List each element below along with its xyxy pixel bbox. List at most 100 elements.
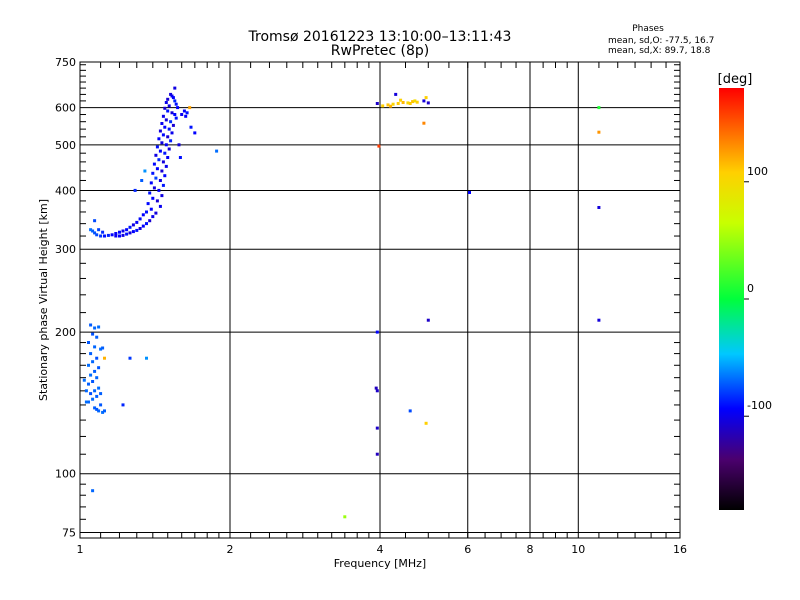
data-point (170, 131, 174, 135)
data-point (401, 101, 405, 104)
data-point (145, 222, 148, 226)
data-point (148, 219, 152, 223)
x-tick-label: 6 (464, 543, 471, 556)
data-point (413, 99, 417, 103)
data-point (91, 397, 95, 401)
data-point (154, 176, 158, 180)
y-tick-label: 300 (55, 243, 76, 256)
data-point (160, 141, 164, 145)
data-point (597, 106, 601, 110)
data-point (161, 133, 165, 137)
data-point (93, 219, 97, 223)
grid-lines (80, 62, 680, 538)
data-point (164, 118, 168, 122)
data-point (87, 341, 90, 344)
data-point (95, 376, 99, 380)
data-point (386, 103, 390, 107)
data-point (177, 143, 181, 147)
data-point (135, 220, 139, 224)
data-point (171, 96, 175, 100)
data-point (173, 113, 177, 116)
data-point (152, 162, 156, 166)
data-point (163, 174, 167, 178)
data-point (174, 102, 178, 106)
colorbar-ticks: 100 0 -100 (744, 165, 772, 417)
x-tick-label: 1 (77, 543, 84, 556)
data-point (103, 356, 106, 360)
data-point (110, 233, 114, 237)
data-point (145, 356, 148, 360)
colorbar-unit-label: [deg] (718, 72, 753, 87)
data-point (140, 179, 144, 182)
data-point (128, 356, 132, 360)
data-point (97, 409, 101, 413)
data-point (135, 228, 139, 232)
data-point (95, 394, 99, 398)
data-point (101, 346, 105, 350)
data-point (157, 137, 161, 141)
x-tick-label: 4 (377, 543, 384, 556)
data-point (97, 386, 101, 390)
data-point (468, 191, 471, 194)
data-point (103, 409, 106, 413)
data-point (95, 407, 99, 411)
data-point (101, 230, 105, 234)
data-point (138, 217, 142, 221)
colorbar-tick-label: -100 (747, 399, 772, 412)
data-point (91, 360, 95, 364)
plot-frame (79, 61, 681, 539)
data-point (91, 332, 95, 336)
data-point (426, 318, 430, 322)
data-point (178, 156, 182, 159)
data-point (166, 97, 170, 101)
data-point (89, 392, 93, 396)
data-point (93, 231, 97, 235)
data-point (158, 179, 162, 182)
x-tick-label: 10 (571, 543, 585, 556)
data-point (141, 224, 145, 228)
data-point (87, 382, 90, 386)
y-tick-label: 500 (55, 139, 76, 152)
data-point (143, 169, 147, 173)
data-point (99, 234, 103, 238)
data-point (184, 114, 188, 118)
data-point (131, 230, 135, 234)
data-point (158, 149, 162, 153)
data-point (158, 204, 162, 208)
data-point (422, 99, 426, 103)
data-point (131, 223, 135, 227)
data-point (151, 171, 155, 175)
x-tick-label: 8 (527, 543, 534, 556)
data-point (125, 232, 129, 236)
data-point (87, 363, 90, 367)
data-point (169, 139, 173, 143)
data-point (91, 229, 95, 233)
data-point (154, 211, 158, 215)
data-point (151, 196, 155, 200)
data-point (161, 160, 165, 164)
data-point (103, 234, 106, 238)
data-point (93, 406, 97, 410)
data-points (82, 86, 601, 519)
phases-o-stats: mean, sd,O: -77.5, 16.7 (608, 36, 714, 46)
data-point (394, 92, 398, 96)
minor-ticks (80, 62, 680, 538)
y-tick-label: 100 (55, 468, 76, 481)
data-point (82, 378, 86, 382)
data-point (163, 151, 167, 155)
data-point (118, 230, 121, 234)
data-point (193, 131, 197, 135)
colorbar-tick-label: 100 (747, 165, 768, 178)
data-point (389, 104, 393, 108)
x-tick-labels: 1 2 4 6 8 10 16 (77, 543, 688, 556)
data-point (93, 389, 97, 393)
data-point (169, 92, 173, 96)
data-point (89, 228, 93, 232)
data-point (167, 147, 171, 151)
data-point (167, 104, 171, 108)
data-point (114, 234, 118, 238)
data-point (166, 135, 170, 139)
data-point (375, 426, 379, 430)
chart-title: Tromsø 20161223 13:10:00–13:11:43 (248, 29, 512, 45)
